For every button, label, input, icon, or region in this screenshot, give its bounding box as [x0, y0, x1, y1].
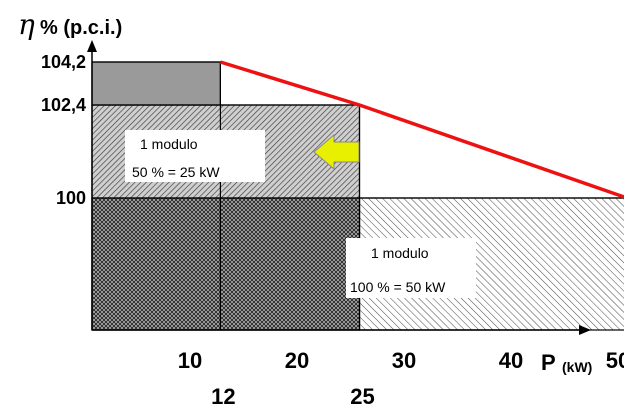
- annotation-full-line2: 100 % = 50 kW: [350, 279, 446, 295]
- annotation-full-line1: 1 modulo: [371, 245, 429, 261]
- x-special-tick-label: 25: [350, 384, 374, 409]
- x-tick-label: 30: [392, 348, 416, 373]
- annotation-box-half: [125, 130, 265, 182]
- x-tick-label: 20: [285, 348, 309, 373]
- x-special-tick-label: 12: [211, 384, 235, 409]
- x-tick-label: 10: [178, 348, 202, 373]
- annotation-half-line2: 50 % = 25 kW: [132, 164, 220, 180]
- annotation-box-full: [346, 238, 476, 298]
- left-arrow-icon: [313, 133, 360, 171]
- x-axis-label: P: [541, 350, 556, 375]
- region-min-load: [91, 61, 221, 106]
- y-tick-label: 100: [56, 188, 86, 208]
- y-axis-label: % (p.c.i.): [40, 17, 122, 39]
- x-axis-unit: (kW): [562, 359, 592, 375]
- y-tick-label: 104,2: [41, 52, 86, 72]
- annotation-half-line1: 1 modulo: [140, 136, 198, 152]
- x-axis-arrowhead: [579, 325, 591, 335]
- region-base-crosshatch: [91, 197, 361, 331]
- x-tick-labels: 10 20 30 40 50 12 25: [178, 348, 624, 409]
- y-tick-label: 102,4: [41, 95, 86, 115]
- x-tick-label: 50: [606, 348, 624, 373]
- y-axis-symbol: η: [18, 8, 35, 41]
- x-tick-label: 40: [499, 348, 523, 373]
- efficiency-line: [219, 60, 624, 199]
- y-tick-labels: 104,2 102,4 100: [41, 52, 86, 208]
- y-axis-arrowhead: [87, 40, 97, 52]
